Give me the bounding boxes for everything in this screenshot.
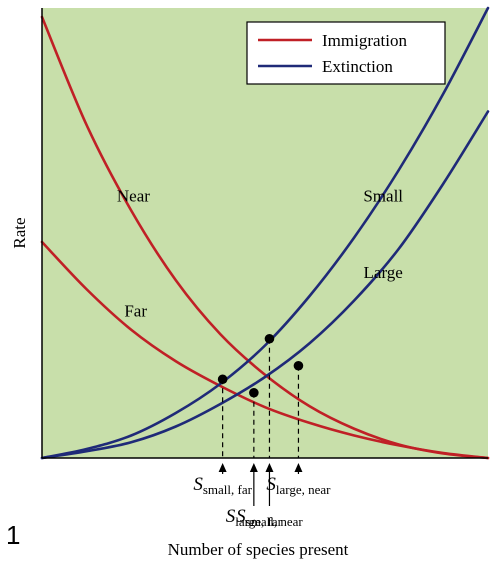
curve-label-near: Near (117, 187, 150, 206)
equilibrium-point-small-far (217, 374, 228, 385)
arrow-head-small-far (218, 463, 227, 472)
arrow-head-large-far (249, 463, 258, 472)
legend-box (246, 21, 446, 85)
y-axis-label: Rate (10, 217, 29, 248)
equilibrium-point-large-far (249, 387, 259, 398)
curve-label-large: Large (364, 263, 403, 282)
equilibrium-points (217, 333, 304, 398)
curves (40, 6, 490, 460)
curve-small-extinction (40, 6, 490, 460)
equilibrium-label-subscript: large, far (235, 514, 282, 529)
equilibrium-label-symbol: S (266, 474, 276, 495)
equilibrium-label-symbol: S (236, 506, 246, 527)
legend-immigration-label: Immigration (322, 31, 407, 50)
equilibrium-point-large-near (293, 360, 304, 371)
equilibrium-label-small-near: Ssmall, near (236, 506, 303, 529)
curve-far-immigration (40, 240, 490, 460)
equilibrium-label-subscript: small, near (246, 514, 304, 529)
curve-label-far: Far (124, 301, 147, 320)
equilibrium-label-symbol: S (226, 506, 236, 527)
equilibrium-label-symbol: S (193, 474, 203, 495)
axes (41, 8, 488, 459)
x-axis-label: Number of species present (168, 540, 349, 559)
equilibrium-drop-lines (222, 338, 300, 458)
curve-labels: Near Far Small Large (117, 187, 403, 321)
equilibrium-label-large-near: Slarge, near (266, 474, 331, 497)
curve-label-small: Small (363, 187, 403, 206)
equilibrium-label-small-far: Ssmall, far (193, 474, 252, 497)
equilibrium-label-subscript: large, near (276, 482, 331, 497)
equilibrium-label-subscript: small, far (203, 482, 253, 497)
legend: Immigration Extinction (246, 21, 446, 85)
figure-number: 1 (6, 520, 21, 550)
equilibrium-point-small-near (264, 333, 275, 344)
curve-large-extinction (40, 110, 490, 460)
arrow-head-large-near (294, 463, 303, 472)
arrow-head-small-near (265, 463, 274, 472)
equilibrium-label-large-far: Slarge, far (226, 506, 283, 529)
legend-extinction-label: Extinction (322, 57, 393, 76)
